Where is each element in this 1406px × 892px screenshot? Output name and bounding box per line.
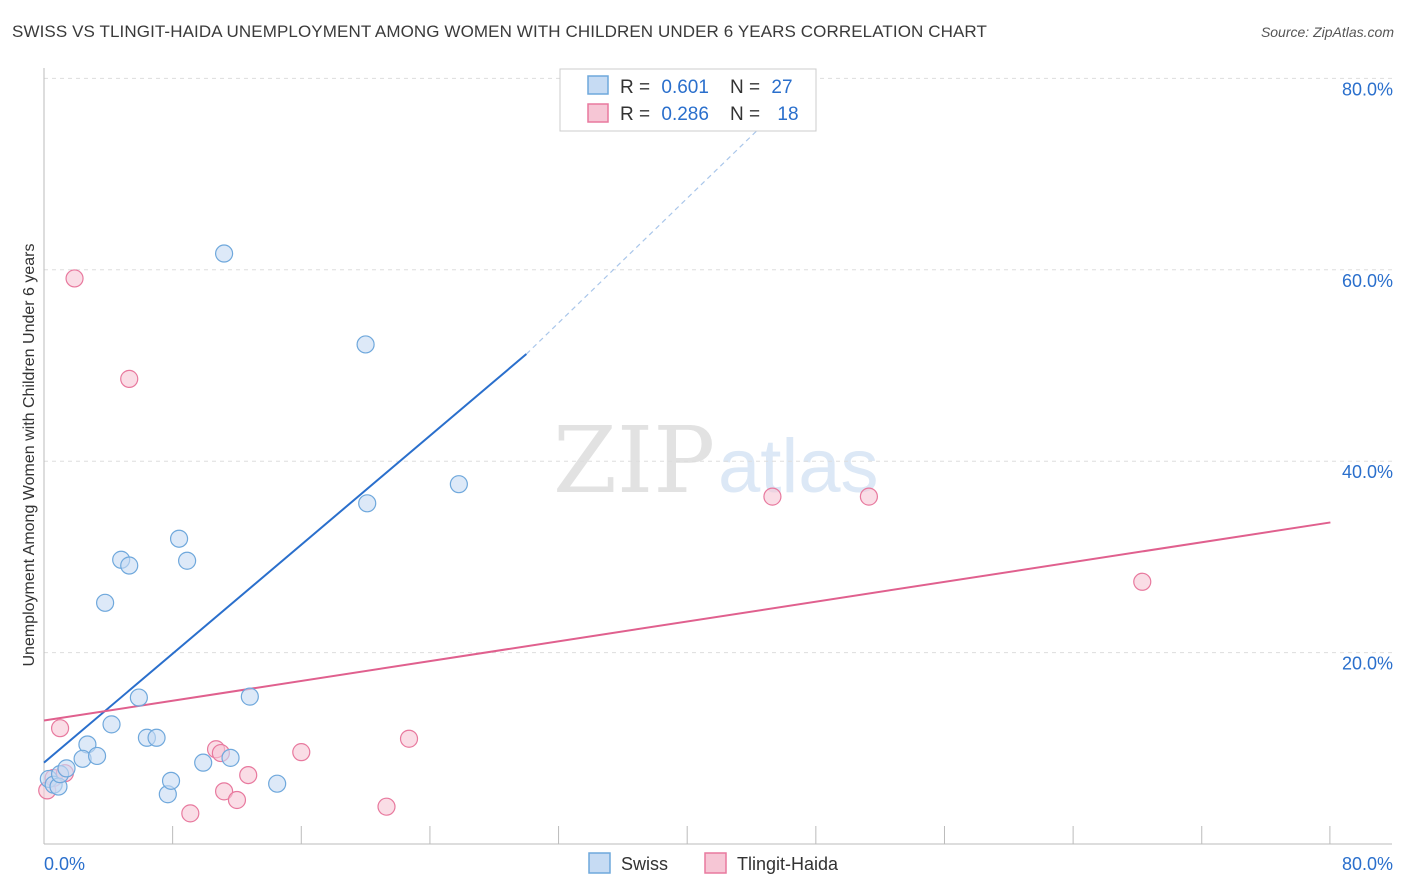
legend-r-label: R = [620, 77, 655, 98]
point-tlingit-haida [120, 369, 139, 388]
bottom-legend-label-swiss: Swiss [621, 854, 668, 874]
point-tlingit-haida [292, 743, 311, 762]
point-tlingit-haida [1133, 572, 1152, 591]
svg-text:R = 0.601: R = 0.601 [620, 77, 709, 98]
point-tlingit-haida [763, 487, 782, 506]
point-swiss [87, 746, 107, 766]
bottom-legend-swatch-swiss [588, 852, 611, 874]
point-swiss [57, 759, 76, 778]
point-tlingit-haida [227, 790, 247, 810]
watermark-zip: ZIP [553, 407, 715, 514]
svg-text:N = 27: N = 27 [730, 77, 793, 98]
axes: 20.0% 40.0% 60.0% 80.0% 0.0% 80.0% [43, 68, 1393, 874]
y-tick-label: 20.0% [1342, 654, 1393, 674]
legend-n-value-tlingit: 18 [777, 104, 798, 125]
legend-r-value-swiss: 0.601 [661, 77, 709, 98]
zipatlas-watermark: ZIP atlas [553, 407, 879, 514]
y-tick-label: 60.0% [1342, 271, 1393, 291]
point-swiss [240, 687, 259, 706]
point-swiss [129, 688, 148, 707]
point-swiss [161, 771, 181, 790]
point-swiss [221, 748, 240, 767]
watermark-atlas: atlas [718, 424, 879, 509]
chart-title: SWISS VS TLINGIT-HAIDA UNEMPLOYMENT AMON… [12, 22, 987, 41]
stats-legend: R = 0.601 N = 27 R = 0.286 N = 18 [559, 68, 817, 132]
svg-text:N = 18: N = 18 [730, 104, 799, 125]
point-swiss [147, 728, 166, 747]
point-tlingit-haida [50, 719, 70, 738]
trend-line-tlingit-haida [43, 521, 1331, 722]
point-swiss [449, 475, 468, 494]
legend-swatch-tlingit-haida [587, 103, 609, 123]
point-swiss [194, 753, 213, 772]
y-tick-label: 40.0% [1342, 462, 1393, 482]
x-tick-label: 80.0% [1342, 854, 1393, 874]
series-legend: Swiss Tlingit-Haida [588, 852, 839, 874]
grid-lines [44, 77, 1392, 654]
point-tlingit-haida [181, 804, 200, 823]
point-tlingit-haida [214, 782, 234, 801]
y-tick-label: 80.0% [1342, 79, 1393, 99]
bottom-legend-swatch-tlingit-haida [704, 852, 727, 874]
point-tlingit-haida [859, 487, 879, 506]
x-tick-label: 0.0% [44, 854, 85, 874]
point-tlingit-haida [65, 269, 84, 288]
point-tlingit-haida [399, 729, 419, 748]
point-swiss [356, 335, 375, 354]
svg-text:R = 0.286: R = 0.286 [620, 104, 709, 125]
point-tlingit-haida [239, 765, 258, 785]
legend-r-value-tlingit: 0.286 [661, 104, 709, 125]
point-swiss [120, 556, 139, 575]
point-swiss [96, 593, 115, 612]
legend-n-value-swiss: 27 [771, 77, 792, 98]
trend-line-swiss [43, 353, 528, 764]
point-tlingit-haida [377, 797, 396, 816]
legend-r-label: R = [620, 104, 655, 125]
data-points [38, 244, 1152, 823]
point-swiss [102, 715, 121, 734]
source-label: Source: ZipAtlas.com [1260, 24, 1394, 40]
y-axis-label: Unemployment Among Women with Children U… [21, 243, 38, 666]
point-swiss [169, 529, 189, 548]
bottom-legend-label-tlingit-haida: Tlingit-Haida [737, 854, 839, 874]
legend-n-label: N = [730, 77, 765, 98]
point-swiss [214, 244, 234, 263]
legend-n-label: N = [730, 104, 765, 125]
point-swiss [178, 551, 197, 570]
legend-swatch-swiss [587, 75, 609, 95]
point-swiss [358, 494, 377, 513]
point-swiss [268, 774, 287, 793]
